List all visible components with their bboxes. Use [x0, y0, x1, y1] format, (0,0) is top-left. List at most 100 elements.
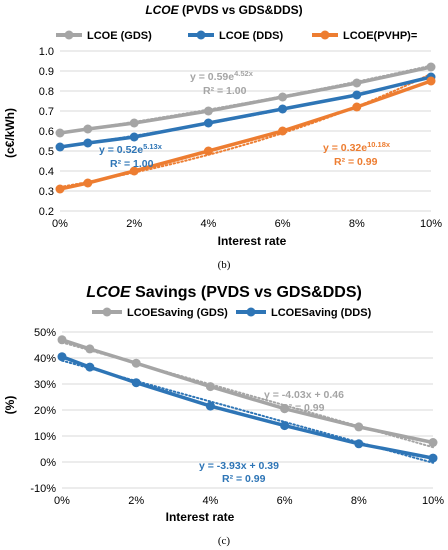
y-tick-label: 30% — [34, 379, 56, 391]
data-point — [55, 142, 65, 152]
trendline-eq-dds: y = 0.52e5.13x — [99, 142, 163, 156]
series-line — [61, 355, 434, 460]
y-tick-label: 0.3 — [39, 186, 54, 198]
chart-c-y-axis-label: (%) — [3, 396, 17, 415]
data-point — [352, 90, 362, 100]
chart-c-series — [57, 335, 438, 463]
data-point — [129, 166, 139, 176]
data-point — [203, 146, 213, 156]
x-tick-label: 10% — [422, 495, 444, 507]
y-tick-label: 0% — [40, 457, 56, 469]
chart-b-series — [55, 62, 436, 194]
data-point — [55, 128, 65, 138]
data-point — [129, 132, 139, 142]
chart-b-y-axis-label: (c€/kWh) — [3, 108, 17, 158]
data-point — [131, 358, 141, 368]
y-tick-label: 10% — [34, 431, 56, 443]
chart-c: LCOE Savings (PVDS vs GDS&DDS) LCOESavin… — [3, 284, 444, 547]
chart-c-y-tick-labels: -10% 0% 10% 20% 30% 40% 50% — [30, 327, 56, 495]
x-tick-label: 4% — [202, 495, 218, 507]
data-point — [426, 76, 436, 86]
trendline-eq-saving-dds: y = -3.93x + 0.39 — [199, 460, 279, 472]
data-point — [426, 62, 436, 72]
y-tick-label: 20% — [34, 405, 56, 417]
data-point — [205, 382, 215, 392]
chart-c-x-tick-labels: 0% 2% 4% 6% 8% 10% — [54, 495, 444, 507]
x-tick-label: 0% — [54, 495, 70, 507]
data-point — [129, 118, 139, 128]
legend-label-gds: LCOE (GDS) — [87, 30, 152, 42]
data-point — [85, 344, 95, 354]
x-tick-label: 2% — [128, 495, 144, 507]
series-line — [61, 338, 434, 445]
data-point — [83, 178, 93, 188]
chart-c-trendlines — [61, 341, 434, 464]
trendline-r2-pvhp: R² = 0.99 — [334, 156, 378, 168]
y-tick-label: 0.2 — [39, 206, 54, 218]
x-tick-label: 8% — [349, 218, 365, 230]
chart-c-x-axis-label: Interest rate — [166, 510, 235, 524]
data-point — [57, 352, 67, 362]
data-point — [354, 439, 364, 449]
data-point — [278, 126, 288, 136]
trendline-r2-dds: R² = 1.00 — [110, 158, 154, 170]
data-point — [352, 102, 362, 112]
data-point — [280, 421, 290, 431]
chart-b-legend: LCOE (GDS) LCOE (DDS) LCOE(PVHP)= — [56, 30, 417, 42]
data-point — [428, 453, 438, 463]
chart-b-caption: (b) — [218, 259, 231, 271]
y-tick-label: 50% — [34, 327, 56, 339]
trendline-r2-gds: R² = 1.00 — [203, 85, 247, 97]
y-tick-label: 40% — [34, 353, 56, 365]
chart-b-title: LCOE (PVDS vs GDS&DDS) — [145, 3, 302, 17]
trendline-r2-saving-gds: R² = 0.99 — [281, 402, 325, 414]
chart-b-y-tick-labels: 0.2 0.3 0.4 0.5 0.6 0.7 0.8 0.9 1.0 — [39, 46, 54, 218]
trendline-eq-pvhp: y = 0.32e10.18x — [323, 140, 391, 154]
data-point — [55, 184, 65, 194]
x-tick-label: 6% — [275, 218, 291, 230]
y-tick-label: 0.7 — [39, 106, 54, 118]
data-point — [278, 104, 288, 114]
trendline-r2-saving-dds: R² = 0.99 — [222, 473, 266, 485]
y-tick-label: 0.8 — [39, 86, 54, 98]
data-point — [83, 138, 93, 148]
y-tick-label: 0.4 — [39, 166, 54, 178]
data-point — [131, 378, 141, 388]
data-point — [85, 362, 95, 372]
data-point — [205, 401, 215, 411]
legend-label-pvhp: LCOE(PVHP)= — [343, 30, 417, 42]
data-point — [280, 404, 290, 414]
series-line — [59, 79, 432, 191]
data-point — [354, 422, 364, 432]
y-tick-label: 1.0 — [39, 46, 54, 58]
chart-b: LCOE (PVDS vs GDS&DDS) LCOE (GDS) LCOE (… — [3, 3, 442, 271]
legend-label-saving-dds: LCOESaving (DDS) — [271, 307, 372, 319]
y-tick-label: 0.5 — [39, 146, 54, 158]
data-point — [352, 78, 362, 88]
x-tick-label: 0% — [52, 218, 68, 230]
y-tick-label: 0.9 — [39, 66, 54, 78]
trendline-eq-saving-gds: y = -4.03x + 0.46 — [264, 389, 344, 401]
y-tick-label: 0.6 — [39, 126, 54, 138]
chart-c-title: LCOE Savings (PVDS vs GDS&DDS) — [86, 284, 362, 301]
data-point — [203, 106, 213, 116]
x-tick-label: 4% — [200, 218, 216, 230]
data-point — [203, 118, 213, 128]
legend-label-saving-gds: LCOESaving (GDS) — [127, 307, 228, 319]
y-tick-label: -10% — [30, 483, 56, 495]
chart-b-x-axis-label: Interest rate — [218, 234, 287, 248]
trendline-eq-gds: y = 0.59e4.52x — [190, 69, 254, 83]
data-point — [278, 92, 288, 102]
x-tick-label: 8% — [351, 495, 367, 507]
x-tick-label: 6% — [277, 495, 293, 507]
data-point — [428, 438, 438, 447]
data-point — [83, 124, 93, 134]
x-tick-label: 10% — [420, 218, 442, 230]
data-point — [57, 335, 67, 345]
chart-b-x-tick-labels: 0% 2% 4% 6% 8% 10% — [52, 218, 442, 230]
x-tick-label: 2% — [126, 218, 142, 230]
chart-c-legend: LCOESaving (GDS) LCOESaving (DDS) — [92, 307, 372, 319]
chart-c-caption: (c) — [218, 535, 231, 547]
legend-label-dds: LCOE (DDS) — [219, 30, 284, 42]
